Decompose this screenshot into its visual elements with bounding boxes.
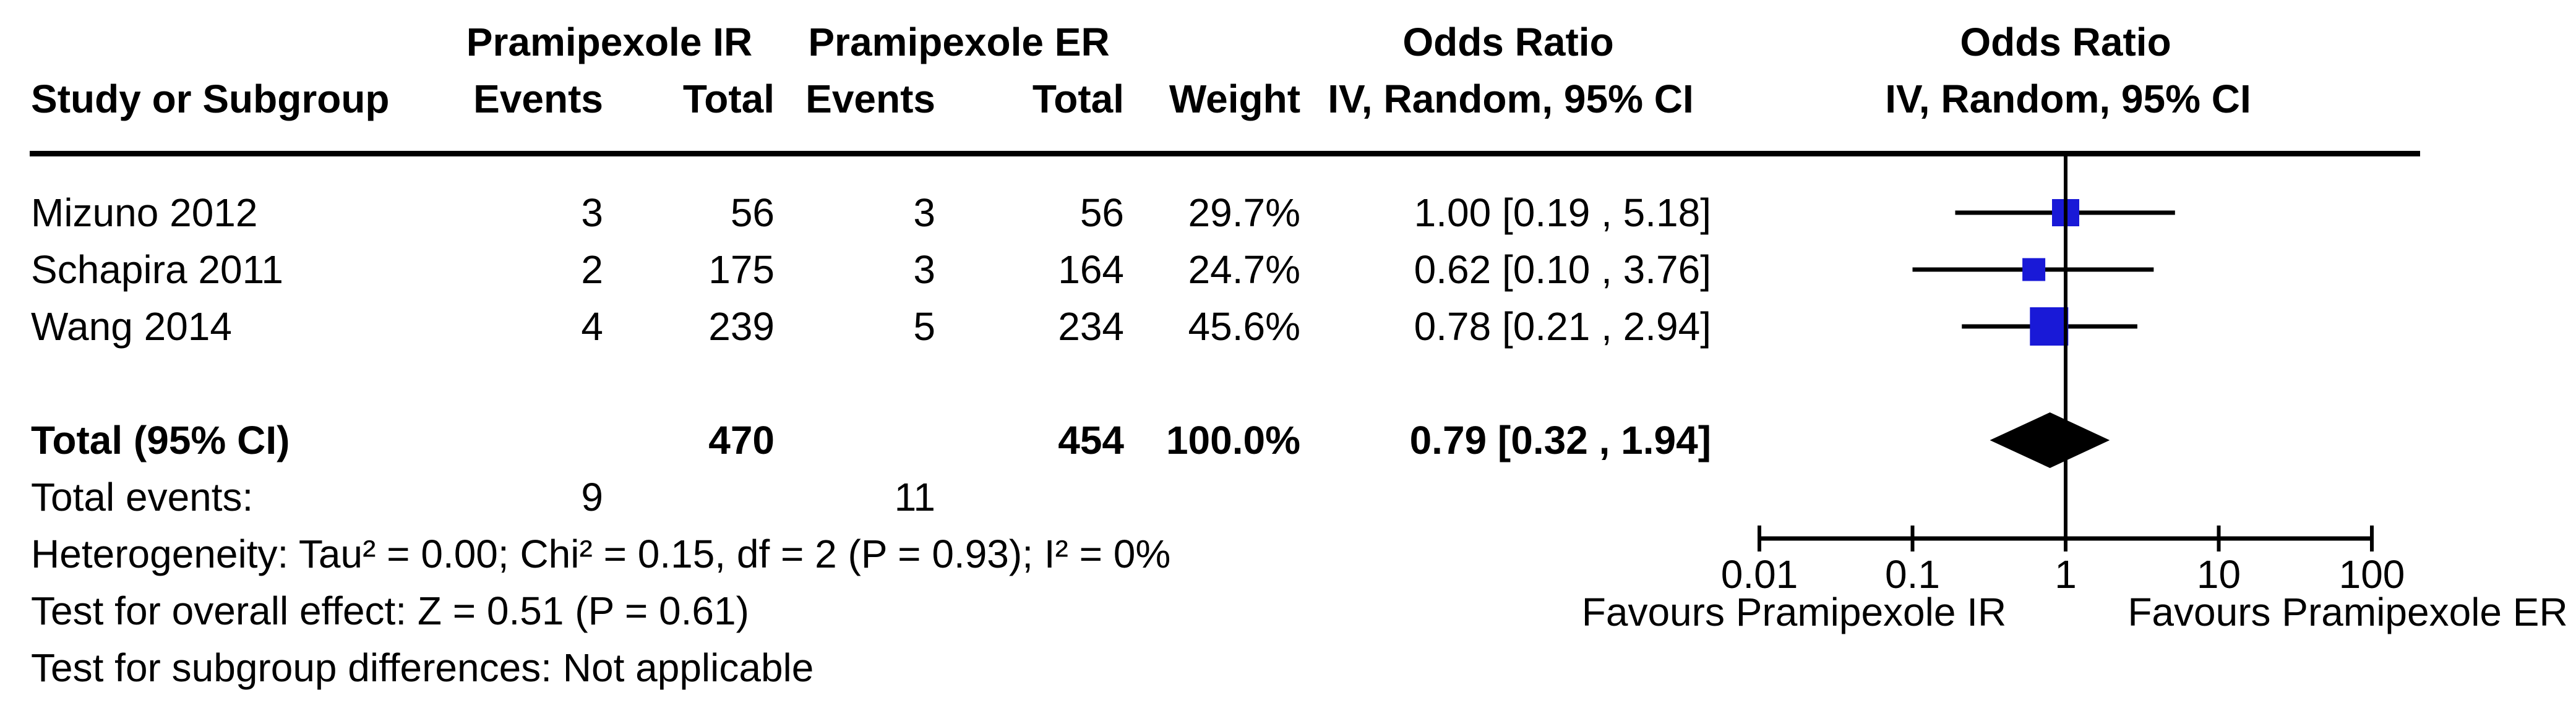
total-events-label: Total events: (31, 475, 254, 519)
study-row-or-ci-text: 0.62 [0.10 , 3.76] (1414, 247, 1711, 292)
total-events-ir: 9 (581, 475, 603, 519)
col-header-study: Study or Subgroup (31, 77, 390, 121)
favours-left-label: Favours Pramipexole IR (1581, 590, 2007, 634)
col-header-weight: Weight (1169, 77, 1300, 121)
overall-effect-stats: Test for overall effect: Z = 0.51 (P = 0… (31, 589, 749, 633)
x-axis-tick-label: 0.01 (1721, 552, 1798, 597)
total-er-total: 454 (1058, 418, 1124, 462)
x-axis-tick-100 (2370, 526, 2374, 551)
study-row-or-ci-text: 1.00 [0.19 , 5.18] (1414, 190, 1711, 235)
study-row-or-ci-text: 0.78 [0.21 , 2.94] (1414, 304, 1711, 349)
or-square-2 (2022, 258, 2046, 281)
study-row-ir-events: 2 (581, 247, 603, 292)
col-header-ir-total: Total (682, 77, 775, 121)
odds-ratio-column-title: Odds Ratio (1402, 20, 1614, 64)
study-row-er-total: 164 (1058, 247, 1124, 292)
header-divider-rule (30, 151, 2420, 156)
total-ir-total: 470 (708, 418, 775, 462)
x-axis-tick-0.01 (1758, 526, 1761, 551)
null-effect-line (2064, 156, 2067, 551)
col-header-or-ci: IV, Random, 95% CI (1328, 77, 1694, 121)
study-row-ir-events: 3 (581, 190, 603, 235)
or-square-3 (2030, 307, 2069, 346)
study-row-ir-total: 175 (708, 247, 775, 292)
total-row-label: Total (95% CI) (31, 418, 290, 462)
study-row-er-events: 3 (913, 247, 935, 292)
heterogeneity-stats: Heterogeneity: Tau² = 0.00; Chi² = 0.15,… (31, 532, 1171, 576)
total-or-ci-text: 0.79 [0.32 , 1.94] (1409, 418, 1711, 462)
study-row-weight: 29.7% (1188, 190, 1300, 235)
x-axis-tick-label: 0.1 (1885, 552, 1940, 597)
total-events-er: 11 (894, 475, 935, 519)
study-row-weight: 24.7% (1188, 247, 1300, 292)
x-axis-tick-label: 1 (2054, 552, 2077, 597)
total-weight: 100.0% (1166, 418, 1300, 462)
subgroup-difference-stats: Test for subgroup differences: Not appli… (31, 645, 814, 690)
study-row-ir-total: 239 (708, 304, 775, 349)
study-row-er-events: 3 (913, 190, 935, 235)
plot-header-or-ci: IV, Random, 95% CI (1885, 77, 2251, 121)
x-axis-tick-label: 100 (2339, 552, 2405, 597)
study-row-er-total: 234 (1058, 304, 1124, 349)
study-row-study-name: Wang 2014 (31, 304, 232, 349)
x-axis-tick-0.1 (1910, 526, 1915, 551)
x-axis-tick-label: 10 (2197, 552, 2241, 597)
group-header-pramipexole-ir: Pramipexole IR (466, 20, 753, 64)
study-row-study-name: Mizuno 2012 (31, 190, 258, 235)
study-row-study-name: Schapira 2011 (31, 247, 283, 292)
col-header-er-events: Events (805, 77, 935, 121)
study-row-ir-total: 56 (730, 190, 775, 235)
favours-right-label: Favours Pramipexole ER (2127, 590, 2568, 634)
x-axis-tick-1 (2064, 526, 2067, 551)
col-header-er-total: Total (1032, 77, 1124, 121)
col-header-ir-events: Events (473, 77, 603, 121)
x-axis-tick-10 (2217, 526, 2221, 551)
study-row-weight: 45.6% (1188, 304, 1300, 349)
group-header-pramipexole-er: Pramipexole ER (808, 20, 1110, 64)
study-row-er-events: 5 (913, 304, 935, 349)
study-row-ir-events: 4 (581, 304, 603, 349)
pooled-diamond (1990, 412, 2110, 468)
study-row-er-total: 56 (1080, 190, 1124, 235)
odds-ratio-plot-title: Odds Ratio (1960, 20, 2171, 64)
